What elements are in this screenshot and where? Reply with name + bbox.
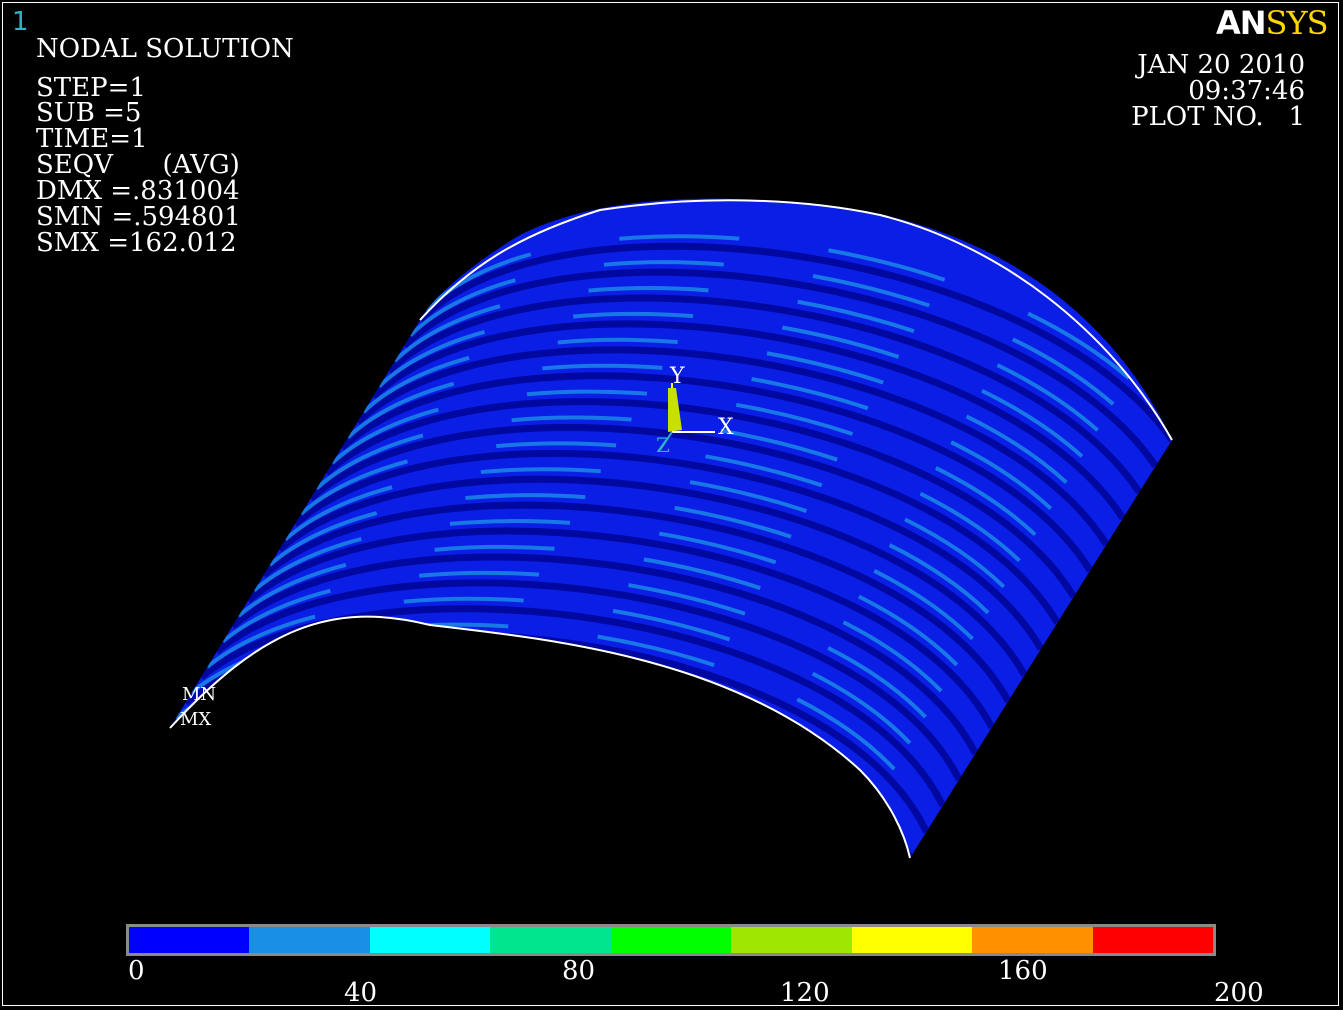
smn-label: SMN =.594801 bbox=[36, 202, 241, 232]
plot-number-label: PLOT NO. 1 bbox=[1131, 102, 1305, 132]
triad-x: X bbox=[718, 415, 734, 440]
rib-shadow bbox=[230, 553, 979, 756]
rib-shadow bbox=[417, 242, 1172, 443]
min-marker: MN bbox=[182, 684, 216, 705]
rib-highlight bbox=[268, 493, 1015, 693]
time-of-day-label: 09:37:46 bbox=[1188, 76, 1305, 106]
rib-highlight bbox=[205, 596, 949, 797]
legend-swatch-1 bbox=[249, 927, 370, 953]
logo-sys: SYS bbox=[1265, 4, 1329, 42]
legend-tick-120: 120 bbox=[780, 978, 830, 1008]
rib-highlight bbox=[237, 544, 982, 745]
window-number: 1 bbox=[12, 7, 29, 37]
plot-title: NODAL SOLUTION bbox=[36, 34, 294, 64]
rib-shadow bbox=[214, 579, 963, 782]
seqv-label: SEQV (AVG) bbox=[36, 150, 240, 180]
triad-z: Z bbox=[656, 433, 670, 457]
rib-shadow bbox=[308, 424, 1061, 625]
time-label: TIME=1 bbox=[36, 124, 148, 154]
rib-highlight bbox=[221, 570, 965, 771]
rib-shadow bbox=[386, 294, 1143, 495]
legend-swatch-3 bbox=[490, 927, 611, 953]
contour-legend-bar bbox=[126, 924, 1216, 956]
legend-swatch-6 bbox=[851, 927, 973, 953]
ansys-logo: ANSYS bbox=[1216, 4, 1329, 42]
rib-shadow bbox=[401, 268, 1159, 469]
rib-shadow bbox=[339, 372, 1094, 573]
rib-highlight bbox=[424, 234, 1172, 432]
sub-label: SUB =5 bbox=[36, 98, 142, 128]
legend-tick-0: 0 bbox=[128, 956, 145, 986]
shell-surface bbox=[169, 198, 1173, 859]
rib-shadow bbox=[323, 398, 1077, 599]
smx-label: SMX =162.012 bbox=[36, 228, 237, 258]
rib-highlight bbox=[408, 260, 1162, 458]
rib-highlight bbox=[315, 415, 1064, 614]
max-marker: MX bbox=[180, 709, 211, 730]
legend-swatch-0 bbox=[129, 927, 250, 953]
dmx-label: DMX =.831004 bbox=[36, 176, 240, 206]
legend-swatch-7 bbox=[972, 927, 1093, 953]
rib-highlight bbox=[284, 467, 1031, 667]
rib-shadow bbox=[292, 449, 1045, 651]
rib-highlight bbox=[252, 519, 998, 719]
rib-highlight bbox=[299, 441, 1047, 640]
coordinate-triad: Y X Z bbox=[656, 364, 734, 457]
legend-swatch-5 bbox=[731, 927, 852, 953]
rib-shadow bbox=[355, 346, 1110, 547]
rib-highlight bbox=[346, 363, 1096, 562]
legend-swatch-4 bbox=[610, 927, 732, 953]
legend-tick-200: 200 bbox=[1214, 978, 1264, 1008]
legend-swatch-8 bbox=[1092, 927, 1213, 953]
legend-swatch-2 bbox=[369, 927, 491, 953]
rib-shadow bbox=[370, 320, 1126, 521]
legend-tick-40: 40 bbox=[344, 978, 378, 1008]
rib-shadow bbox=[277, 475, 1028, 677]
rib-highlight bbox=[393, 286, 1145, 484]
legend-tick-80: 80 bbox=[562, 956, 596, 986]
legend-tick-160: 160 bbox=[998, 956, 1048, 986]
rib-shadow bbox=[245, 527, 995, 730]
logo-an: AN bbox=[1216, 4, 1267, 42]
triad-y: Y bbox=[669, 364, 685, 389]
rib-highlight bbox=[330, 389, 1080, 588]
step-label: STEP=1 bbox=[36, 73, 146, 103]
rib-highlight bbox=[377, 311, 1129, 510]
date-label: JAN 20 2010 bbox=[1137, 50, 1305, 80]
rib-highlight bbox=[362, 337, 1113, 536]
rib-shadow bbox=[261, 501, 1012, 703]
